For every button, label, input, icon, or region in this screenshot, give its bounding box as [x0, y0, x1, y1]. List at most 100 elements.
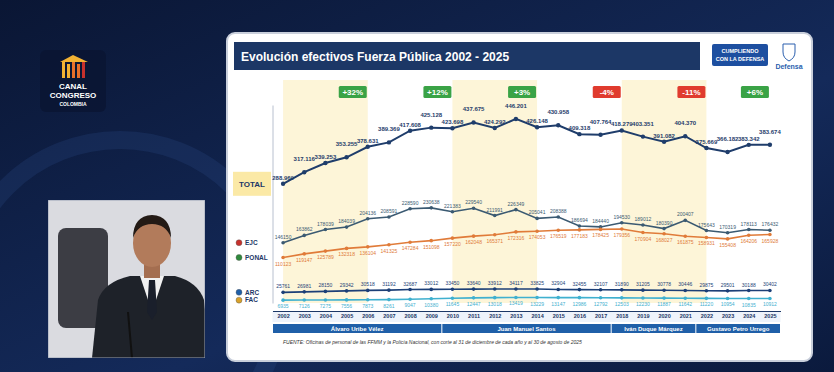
logo-box	[40, 50, 106, 112]
x-axis: 2002200320042005200620072008200920102011…	[273, 311, 781, 319]
x-tick-label: 2017	[595, 313, 607, 319]
x-tick: 2021	[680, 311, 692, 319]
series-marker	[556, 228, 560, 232]
data-label: 10912	[763, 301, 777, 307]
period-band	[273, 324, 441, 333]
data-label: 378.631	[357, 138, 379, 144]
data-label: 170319	[719, 224, 736, 230]
growth-label: -11%	[682, 88, 700, 97]
series-marker	[302, 170, 306, 174]
series-marker	[324, 290, 328, 294]
logo-text: CANAL	[59, 82, 87, 91]
x-tick: 2008	[404, 311, 416, 319]
series-marker	[514, 296, 518, 300]
series-marker	[705, 297, 709, 301]
data-label: 10380	[424, 302, 438, 308]
data-label: 205041	[529, 209, 546, 215]
data-label: 221383	[444, 203, 461, 209]
series-marker	[747, 143, 751, 147]
data-label: 25761	[276, 283, 290, 289]
data-label: 33825	[530, 280, 544, 286]
data-label: 31890	[615, 281, 629, 287]
series-marker	[705, 236, 709, 240]
series-marker	[514, 230, 518, 234]
logo-column	[77, 64, 80, 78]
data-label: 174053	[529, 234, 546, 240]
series-line	[283, 297, 770, 300]
series-marker	[302, 298, 306, 302]
data-label: 110123	[275, 261, 292, 267]
data-label: 383.342	[738, 136, 760, 142]
x-tick: 2020	[658, 311, 670, 319]
series-marker	[344, 155, 348, 159]
series-marker	[599, 228, 603, 232]
series-marker	[747, 228, 751, 232]
data-label: 30446	[678, 281, 692, 287]
series-marker	[281, 182, 285, 186]
data-label: 177183	[571, 233, 588, 239]
video-border	[48, 200, 205, 358]
data-label: 383.674	[759, 129, 781, 135]
period-label: Gustavo Petro Urrego	[707, 326, 770, 332]
slide: Evolución efectivos Fuerza Pública 2002 …	[227, 33, 812, 361]
series-marker	[451, 287, 455, 291]
data-label: 7126	[299, 303, 310, 309]
series-marker	[324, 298, 328, 302]
series-name: TOTAL	[239, 180, 265, 189]
series-marker	[556, 296, 560, 300]
series-marker	[408, 207, 412, 211]
series-marker	[302, 252, 306, 256]
series-marker	[556, 288, 560, 292]
series-marker	[387, 288, 391, 292]
data-label: 32107	[594, 281, 608, 287]
x-axis-line	[273, 311, 781, 312]
data-label: 31205	[636, 281, 650, 287]
x-tick-label: 2021	[680, 313, 692, 319]
data-label: 11642	[678, 301, 692, 307]
x-tick-label: 2009	[426, 313, 438, 319]
data-label: 178425	[592, 232, 609, 238]
data-label: 141325	[381, 248, 398, 254]
series-marker	[641, 134, 645, 138]
data-label: 13419	[509, 300, 523, 306]
series-name: PONAL	[245, 254, 268, 261]
series-marker	[429, 288, 433, 292]
series-emblem	[236, 297, 242, 303]
x-tick-label: 2015	[553, 313, 565, 319]
series-marker	[768, 228, 772, 232]
series-marker	[387, 298, 391, 302]
series-marker	[535, 296, 539, 300]
series-marker	[578, 228, 582, 232]
x-tick-label: 2005	[341, 313, 353, 319]
x-tick: 2011	[468, 311, 480, 319]
y-axis	[273, 106, 274, 304]
data-label: 162048	[465, 239, 482, 245]
series-marker	[366, 289, 370, 293]
series-marker	[705, 229, 709, 233]
series-marker	[408, 129, 412, 133]
broadcast-frame: CANALCONGRESOCOLOMBIAEvolución efectivos…	[0, 0, 834, 372]
data-label: 119147	[296, 257, 313, 263]
series-marker	[514, 117, 518, 121]
series-marker	[620, 221, 624, 225]
data-label: 186694	[571, 217, 588, 223]
x-tick-label: 2008	[404, 313, 416, 319]
series-marker	[683, 296, 687, 300]
series-marker	[493, 233, 497, 237]
x-tick-label: 2022	[701, 313, 713, 319]
data-label: 437.675	[463, 106, 485, 112]
slide-bg	[227, 33, 812, 361]
series-name: FAC	[245, 296, 258, 303]
data-label: 423.698	[442, 119, 464, 125]
series-marker	[281, 291, 285, 295]
data-label: 12503	[615, 301, 629, 307]
data-label: 30778	[657, 281, 671, 287]
data-label: 165928	[762, 238, 779, 244]
series-marker	[493, 296, 497, 300]
page: CANALCONGRESOCOLOMBIAEvolución efectivos…	[0, 0, 834, 372]
x-tick-label: 2003	[299, 313, 311, 319]
growth-badge	[423, 86, 451, 98]
period-band	[612, 324, 696, 333]
series-marker	[577, 132, 581, 136]
suit	[92, 276, 205, 358]
